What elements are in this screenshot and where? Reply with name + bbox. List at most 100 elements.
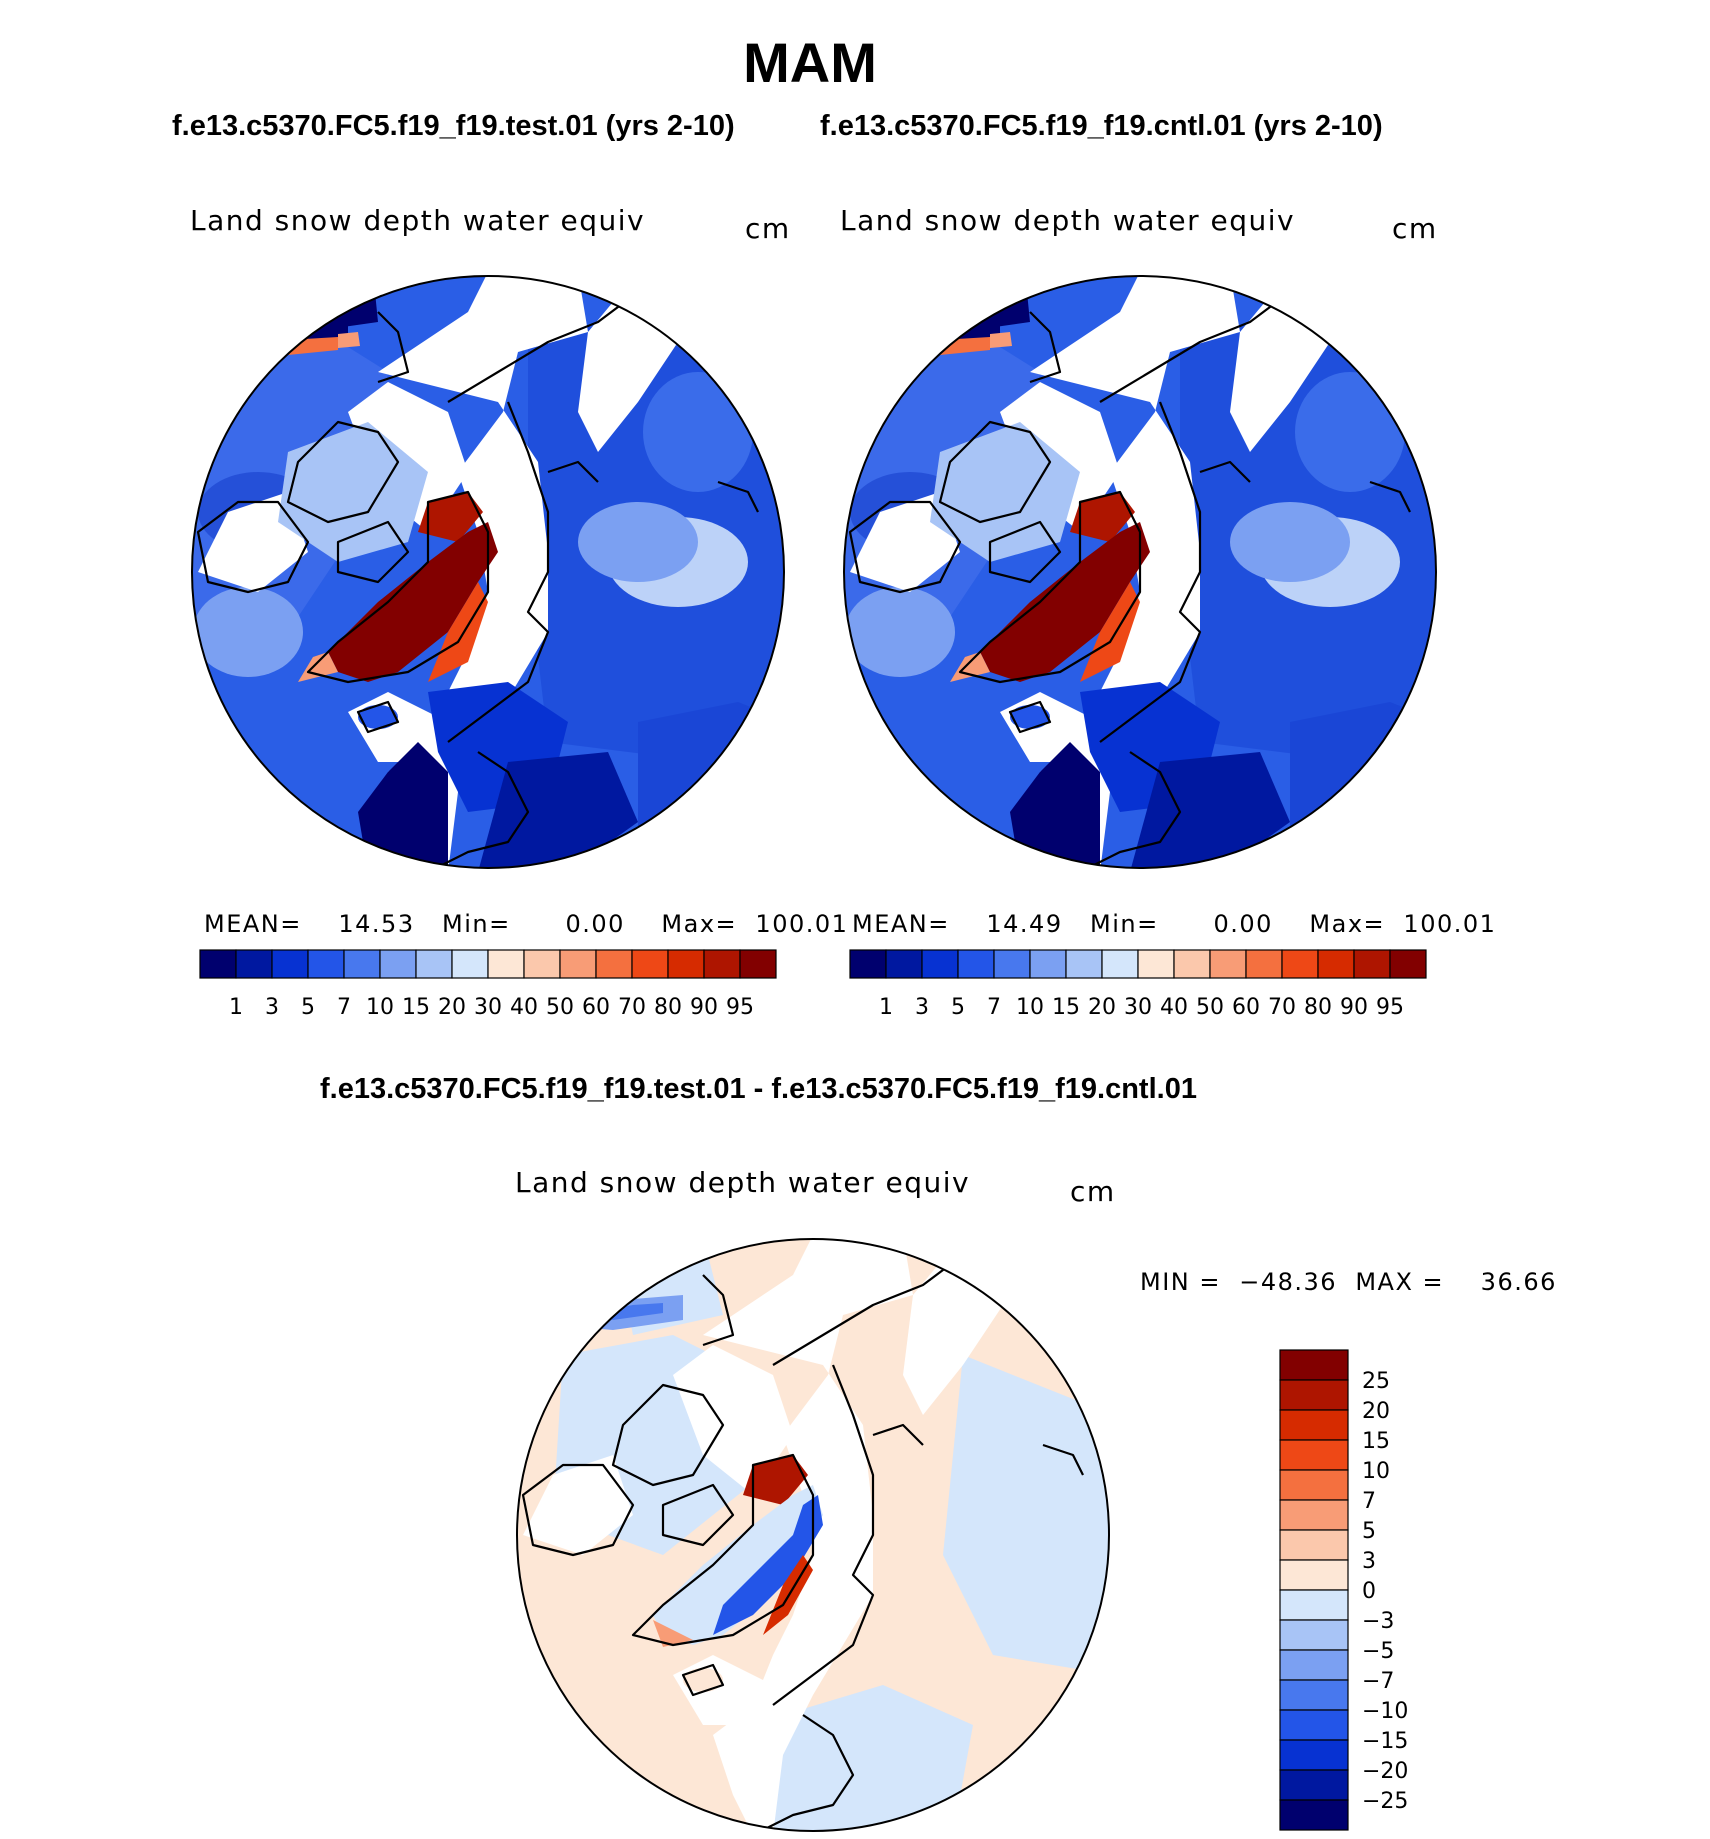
diff-units: cm <box>1070 1175 1116 1208</box>
cntl-colorbar-box-2 <box>921 949 959 979</box>
diff-colorbar-box-5 <box>1279 1499 1349 1531</box>
test-colorbar-label-4: 10 <box>366 995 394 1020</box>
test-min-value: 0.00 <box>565 910 625 938</box>
diff-map <box>516 1238 1110 1832</box>
cntl-colorbar-label-11: 70 <box>1268 995 1296 1020</box>
cntl-colorbar-label-14: 95 <box>1376 995 1404 1020</box>
diff-colorbar-label-12: −15 <box>1362 1729 1408 1754</box>
cntl-min-value: 0.00 <box>1213 910 1273 938</box>
cntl-colorbar-box-9 <box>1173 949 1211 979</box>
test-colorbar-box-6 <box>415 949 453 979</box>
diff-colorbar-label-8: −3 <box>1362 1609 1394 1634</box>
diff-colorbar-label-2: 15 <box>1362 1429 1390 1454</box>
test-colorbar-box-0 <box>199 949 237 979</box>
cntl-map <box>843 275 1437 869</box>
test-colorbar-box-15 <box>739 949 777 979</box>
cntl-colorbar-label-9: 50 <box>1196 995 1224 1020</box>
cntl-min-label: Min= <box>1089 910 1159 938</box>
cntl-colorbar-label-5: 15 <box>1052 995 1080 1020</box>
diff-colorbar-box-8 <box>1279 1589 1349 1621</box>
cntl-run-title: f.e13.c5370.FC5.f19_f19.cntl.01 (yrs 2-1… <box>820 110 1383 142</box>
test-colorbar-box-4 <box>343 949 381 979</box>
cntl-colorbar: 1 3 5 7 10 15 20 30 40 50 60 70 80 90 95 <box>849 949 1427 1020</box>
test-max-label: Max= <box>661 910 738 938</box>
diff-map-boundary <box>516 1238 1110 1832</box>
cntl-max-label: Max= <box>1309 910 1386 938</box>
diff-colorbar-label-4: 7 <box>1362 1489 1376 1514</box>
test-colorbar-label-5: 15 <box>402 995 430 1020</box>
diff-max-label: MAX = <box>1355 1268 1445 1296</box>
test-colorbar-box-14 <box>703 949 741 979</box>
test-colorbar-label-13: 90 <box>690 995 718 1020</box>
diff-colorbar-label-13: −20 <box>1362 1759 1408 1784</box>
test-colorbar-box-8 <box>487 949 525 979</box>
test-mean-value: 14.53 <box>338 910 415 938</box>
test-colorbar-label-3: 7 <box>337 995 351 1020</box>
cntl-colorbar-label-3: 7 <box>987 995 1001 1020</box>
diff-colorbar-box-14 <box>1279 1769 1349 1801</box>
test-colorbar-label-10: 60 <box>582 995 610 1020</box>
cntl-colorbar-box-13 <box>1317 949 1355 979</box>
cntl-colorbar-box-12 <box>1281 949 1319 979</box>
cntl-colorbar-box-14 <box>1353 949 1391 979</box>
test-colorbar-label-11: 70 <box>618 995 646 1020</box>
test-map <box>191 275 785 869</box>
diff-colorbar-label-11: −10 <box>1362 1699 1408 1724</box>
cntl-colorbar-box-6 <box>1065 949 1103 979</box>
cntl-mean-value: 14.49 <box>986 910 1063 938</box>
test-colorbar-label-7: 30 <box>474 995 502 1020</box>
test-colorbar-box-1 <box>235 949 273 979</box>
cntl-colorbar-label-12: 80 <box>1304 995 1332 1020</box>
diff-colorbar-box-9 <box>1279 1619 1349 1651</box>
diff-colorbar-box-13 <box>1279 1739 1349 1771</box>
diff-colorbar-box-4 <box>1279 1469 1349 1501</box>
test-colorbar-box-5 <box>379 949 417 979</box>
cntl-colorbar-label-6: 20 <box>1088 995 1116 1020</box>
diff-colorbar-label-1: 20 <box>1362 1399 1390 1424</box>
test-colorbar-label-8: 40 <box>510 995 538 1020</box>
diff-colorbar-box-3 <box>1279 1439 1349 1471</box>
cntl-max-value: 100.01 <box>1403 910 1497 938</box>
diff-min-label: MIN = <box>1140 1268 1221 1296</box>
season-title: MAM <box>743 31 877 94</box>
test-colorbar-box-3 <box>307 949 345 979</box>
diff-colorbar-label-7: 0 <box>1362 1579 1376 1604</box>
test-colorbar-label-9: 50 <box>546 995 574 1020</box>
diff-colorbar-label-3: 10 <box>1362 1459 1390 1484</box>
cntl-colorbar-box-0 <box>849 949 887 979</box>
cntl-colorbar-box-3 <box>957 949 995 979</box>
diff-colorbar: 25 20 15 10 7 5 3 0 −3 −5 −7 −10 −15 −20 −25 <box>1279 1349 1408 1831</box>
test-max-value: 100.01 <box>755 910 849 938</box>
cntl-colorbar-box-10 <box>1209 949 1247 979</box>
diff-colorbar-box-6 <box>1279 1529 1349 1561</box>
cntl-colorbar-label-10: 60 <box>1232 995 1260 1020</box>
diff-colorbar-label-9: −5 <box>1362 1639 1394 1664</box>
test-units: cm <box>745 212 791 245</box>
diff-colorbar-box-2 <box>1279 1409 1349 1441</box>
test-colorbar: 1 3 5 7 10 15 20 30 40 50 60 70 80 90 95 <box>199 949 777 1020</box>
test-colorbar-box-7 <box>451 949 489 979</box>
test-stats: MEAN= 14.53 Min= 0.00 Max= 100.01 <box>204 910 848 938</box>
diff-variable-title: Land snow depth water equiv <box>515 1166 971 1199</box>
diff-colorbar-box-10 <box>1279 1649 1349 1681</box>
test-colorbar-label-2: 5 <box>301 995 315 1020</box>
cntl-stats: MEAN= 14.49 Min= 0.00 Max= 100.01 <box>852 910 1496 938</box>
test-colorbar-label-1: 3 <box>265 995 279 1020</box>
diff-run-title: f.e13.c5370.FC5.f19_f19.test.01 - f.e13.… <box>320 1073 1197 1105</box>
test-colorbar-box-9 <box>523 949 561 979</box>
test-map-boundary <box>191 275 785 869</box>
test-run-title: f.e13.c5370.FC5.f19_f19.test.01 (yrs 2-1… <box>172 110 735 142</box>
cntl-colorbar-box-15 <box>1389 949 1427 979</box>
cntl-colorbar-label-13: 90 <box>1340 995 1368 1020</box>
diff-colorbar-box-11 <box>1279 1679 1349 1711</box>
diff-colorbar-label-14: −25 <box>1362 1789 1408 1814</box>
cntl-colorbar-label-7: 30 <box>1124 995 1152 1020</box>
cntl-mean-label: MEAN= <box>852 910 950 938</box>
test-colorbar-label-6: 20 <box>438 995 466 1020</box>
cntl-colorbar-box-8 <box>1137 949 1175 979</box>
diff-min-value: −48.36 <box>1239 1268 1338 1296</box>
test-colorbar-box-11 <box>595 949 633 979</box>
diff-colorbar-label-10: −7 <box>1362 1669 1394 1694</box>
diff-colorbar-box-15 <box>1279 1799 1349 1831</box>
